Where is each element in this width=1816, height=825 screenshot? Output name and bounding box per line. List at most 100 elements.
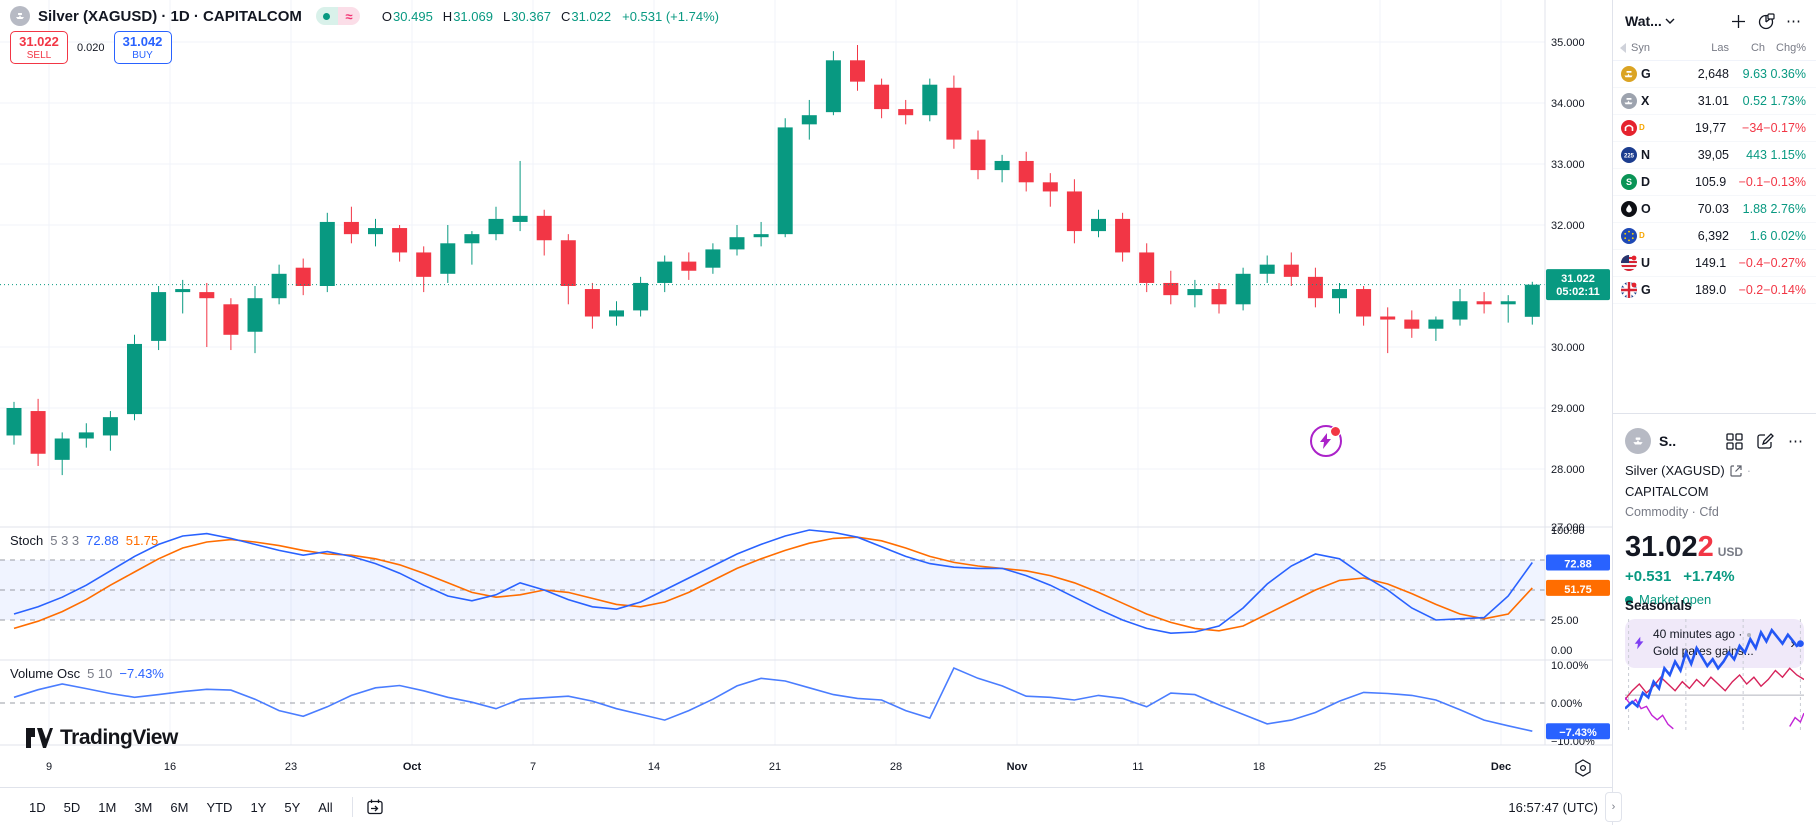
panel-divider[interactable] [1612, 0, 1613, 825]
watchlist-title[interactable]: Wat... [1625, 13, 1675, 29]
svg-text:28: 28 [890, 761, 902, 773]
watchlist-row[interactable]: D 6,392 1.6 0.02% [1613, 223, 1816, 250]
sell-button[interactable]: 31.022 SELL [10, 31, 68, 65]
buy-sell-widget: 31.022 SELL 0.020 31.042 BUY [10, 31, 172, 65]
plus-icon [1731, 14, 1745, 28]
range-button-1m[interactable]: 1M [98, 799, 117, 815]
go-to-date-button[interactable] [363, 795, 389, 819]
range-button-all[interactable]: All [318, 799, 333, 815]
silver-avatar-icon [1625, 428, 1651, 454]
seasonal-prior-year-line [1789, 712, 1805, 727]
svg-text:0.00%: 0.00% [1551, 698, 1582, 710]
tradingview-logo-icon [26, 728, 53, 748]
eu-icon [1621, 228, 1637, 244]
silver-symbol-icon[interactable] [10, 6, 30, 26]
svg-text:9: 9 [46, 761, 52, 773]
svg-text:27.000: 27.000 [1551, 522, 1585, 534]
flash-news-button[interactable] [1310, 425, 1342, 457]
row-change: 1.6 [1749, 229, 1767, 243]
external-link-icon[interactable] [1730, 464, 1742, 477]
spread-value: 0.020 [77, 41, 105, 54]
row-last: 149.1 [1694, 256, 1727, 270]
row-change-pct: 2.76% [1770, 202, 1806, 216]
row-symbol: N [1641, 148, 1651, 162]
details-symbol-name[interactable]: Silver (XAGUSD) [1625, 463, 1725, 478]
row-change-pct: 0.02% [1770, 229, 1806, 243]
watchlist-row[interactable]: G 189.0 −0.2 −0.14% [1613, 277, 1816, 304]
candles [6, 45, 1540, 476]
details-more-button[interactable]: ⋯ [1788, 433, 1804, 450]
row-change: −0.1 [1738, 175, 1764, 189]
row-change-pct: −0.14% [1763, 283, 1807, 297]
n225-icon: 225 [1621, 147, 1637, 163]
range-button-1d[interactable]: 1D [29, 799, 46, 815]
svg-text:18: 18 [1253, 761, 1265, 773]
allocation-chart-button[interactable] [1754, 9, 1778, 33]
price-chart-canvas[interactable]: 35.000 34.000 33.000 32.000 30.000 29.000 28.0… [0, 0, 1612, 785]
volume-osc-indicator-label[interactable]: Volume Osc 5 10 −7.43% [10, 666, 164, 681]
news-pill[interactable]: 40 minutes ago · Gold pares gains... › [1625, 619, 1804, 668]
svg-text:05:02:11: 05:02:11 [1556, 286, 1599, 298]
svg-text:Dec: Dec [1491, 761, 1511, 773]
bottom-toolbar: 1D 5D 1M 3M 6M YTD 1Y 5Y All 16:57:47 (UTC) [0, 787, 1612, 825]
gold-icon [1621, 66, 1637, 82]
range-button-5d[interactable]: 5D [63, 799, 81, 815]
last-price: 31.022 USD [1625, 531, 1744, 563]
edit-note-icon[interactable] [1757, 432, 1774, 450]
chevron-right-icon: › [1790, 635, 1795, 652]
header-grip-icon[interactable] [1619, 43, 1627, 53]
oil-icon [1621, 201, 1637, 217]
news-lightning-icon [1634, 637, 1644, 650]
range-button-ytd[interactable]: YTD [206, 799, 233, 815]
ohlc-readout: O30.495 H31.069 L30.367 C31.022 +0.531 (… [381, 8, 719, 24]
details-title: S.. [1659, 433, 1677, 449]
stoch-d-value: 51.75 [125, 533, 159, 548]
svg-text:100.00: 100.00 [1551, 525, 1585, 537]
row-change: −34 [1742, 121, 1764, 135]
watchlist-column-headers: Syn Las Ch Chg% [1613, 40, 1816, 61]
range-button-3m[interactable]: 3M [134, 799, 153, 815]
svg-text:16: 16 [164, 761, 176, 773]
delayed-badge: D [1639, 123, 1645, 132]
sgreen-icon: S [1621, 174, 1637, 190]
collapse-panel-handle[interactable]: › [1605, 792, 1622, 822]
row-symbol: X [1641, 94, 1650, 108]
watchlist-row[interactable]: X 31.01 0.52 1.73% [1613, 88, 1816, 115]
clock-utc[interactable]: 16:57:47 (UTC) [1508, 799, 1598, 815]
range-button-6m[interactable]: 6M [170, 799, 189, 815]
range-button-1y[interactable]: 1Y [250, 799, 267, 815]
watchlist-row[interactable]: U 149.1 −0.4 −0.27% [1613, 250, 1816, 277]
add-symbol-button[interactable] [1726, 9, 1750, 33]
svg-text:7: 7 [530, 761, 536, 773]
watchlist-row[interactable]: O 70.03 1.88 2.76% [1613, 196, 1816, 223]
svg-text:34.000: 34.000 [1551, 98, 1585, 110]
buy-button[interactable]: 31.042 BUY [113, 31, 172, 65]
watchlist-row[interactable]: S D 105.9 −0.1 −0.13% [1613, 169, 1816, 196]
tradingview-logo: TradingView [26, 726, 178, 750]
delayed-badge: D [1639, 231, 1645, 240]
watchlist-row[interactable]: D 19,77 −34 −0.17% [1613, 115, 1816, 142]
watchlist-row[interactable]: G 2,648 9.63 0.36% [1613, 61, 1816, 88]
notification-dot [1330, 426, 1341, 437]
svg-text:10.00%: 10.00% [1551, 660, 1589, 672]
stoch-indicator-label[interactable]: Stoch 5 3 3 72.88 51.75 [10, 533, 159, 548]
grid-layout-icon[interactable] [1726, 432, 1743, 450]
row-symbol: D [1641, 175, 1651, 189]
symbol-title[interactable]: Silver (XAGUSD) · 1D · CAPITALCOM [38, 7, 302, 25]
svg-text:25.00: 25.00 [1551, 615, 1579, 627]
row-change-pct: −0.17% [1763, 121, 1807, 135]
volume-osc-tag: −7.43% [1546, 723, 1610, 740]
watchlist-more-button[interactable]: ⋯ [1786, 13, 1802, 30]
range-button-5y[interactable]: 5Y [284, 799, 301, 815]
market-status-pill[interactable]: ≈ [315, 7, 360, 25]
stoch-k-tag: 72.88 [1546, 554, 1610, 571]
seasonals-chart[interactable] [1624, 619, 1805, 731]
toolbar-divider [351, 797, 353, 817]
time-axis-settings-icon[interactable] [1575, 759, 1591, 777]
time-axis[interactable]: 9 16 23 Oct 7 14 21 28 Nov 11 18 25 Dec [46, 761, 1511, 773]
watchlist-row[interactable]: 225 N 39,05 443 1.15% [1613, 142, 1816, 169]
svg-text:32.000: 32.000 [1551, 220, 1585, 232]
price-axis[interactable]: 35.000 34.000 33.000 32.000 30.000 29.000 28.0… [1551, 37, 1595, 748]
market-open-dot-icon [1625, 595, 1633, 604]
row-last: 39,05 [1697, 148, 1729, 162]
